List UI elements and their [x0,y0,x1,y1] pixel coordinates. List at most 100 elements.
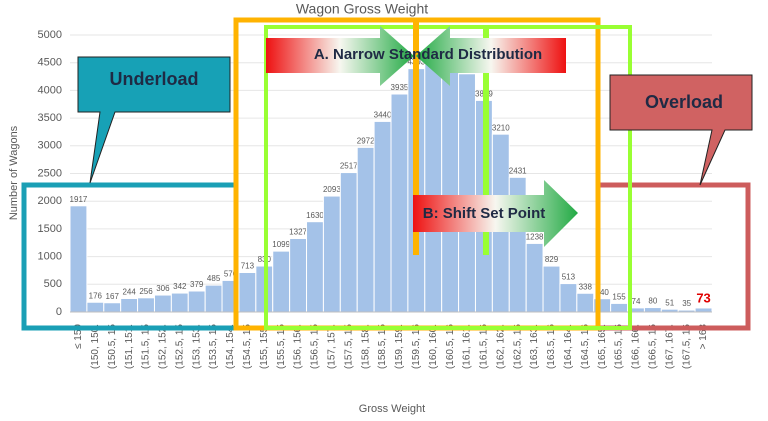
annotation-b: B: Shift Set Point [423,205,546,222]
y-tick-label: 3500 [38,112,62,124]
value-label: 74 [632,297,641,306]
value-label: 167 [106,292,120,301]
x-tick-label: (156, 156. [293,324,304,369]
bar [441,53,460,313]
arrow-a-left [416,26,566,86]
annotation-underload: Underload [109,69,198,89]
bar [103,302,122,313]
y-tick-label: 5000 [38,29,62,41]
bar [86,301,105,313]
value-label: 1099 [272,240,290,249]
x-tick-label: (151.5, 15 [141,324,152,369]
value-label: 306 [156,284,170,293]
annotation-a: A. Narrow Standard Distribution [314,46,542,63]
y-tick-label: 2500 [38,167,62,179]
bar [306,221,324,313]
x-tick-label: (165, 165. [597,324,608,369]
value-label: 338 [579,282,593,291]
x-tick-label: (153, 153. [191,324,202,369]
x-tick-label: (159, 159. [394,324,405,369]
x-tick-label: (161.5, 16 [479,324,490,369]
x-tick-label: (155.5, 15 [276,324,287,369]
value-label: 1238 [526,233,544,242]
x-tick-label: (156.5, 15 [310,324,321,369]
x-tick-label: (162, 162. [495,324,506,369]
annotation-overload: Overload [645,92,723,112]
bar [238,271,257,313]
y-tick-label: 0 [56,306,62,318]
x-tick-label: (159.5, 16 [411,324,422,369]
arrow-b [413,180,578,247]
value-label: 570 [224,270,238,279]
bar [322,195,341,313]
x-tick-label: (151, 151. [124,324,135,369]
x-tick-label: (158.5, 15 [377,324,388,369]
x-tick-label: (160, 160. [428,324,439,369]
x-tick-label: (152.5, 15 [174,324,185,369]
value-label: 2517 [340,162,358,171]
y-tick-label: 500 [44,278,62,290]
y-tick-label: 1000 [38,251,62,263]
bar [69,205,88,313]
bar [576,292,595,313]
x-tick-label: (155, 155. [259,324,270,369]
value-label: 513 [562,273,576,282]
x-tick-label: (164, 164. [563,324,574,369]
value-label: 2431 [509,166,527,175]
value-label: 2093 [323,185,341,194]
bar [458,73,476,313]
value-label: 1327 [289,228,307,237]
value-label: 829 [545,255,559,264]
value-label: 713 [241,262,255,271]
x-tick-label: (165.5, 16 [614,324,625,369]
value-label: 2972 [357,136,375,145]
bar [525,242,544,313]
y-tick-label: 3000 [38,140,62,152]
green-box [264,25,632,330]
bar [559,283,578,313]
bar [120,297,139,313]
x-tick-label: (164.5, 16 [580,324,591,369]
bar [356,146,375,313]
x-tick-label: (158, 158. [360,324,371,369]
value-label: 256 [139,287,153,296]
value-label: 176 [89,291,103,300]
x-tick-label: (162.5, 16 [512,324,523,369]
value-label: 1917 [70,195,88,204]
y-axis-label: Number of Wagons [8,125,20,220]
x-tick-label: (167.5, 16 [681,324,692,369]
bar [390,93,409,313]
bar [339,172,358,313]
x-tick-label: (152, 152. [158,324,169,369]
value-label: 485 [207,274,221,283]
chart-title: Wagon Gross Weight [296,1,428,17]
value-label: 244 [122,288,136,297]
bar [187,290,206,313]
bar [610,302,629,313]
x-tick-label: (154.5, 15 [242,324,253,369]
x-tick-label: (157.5, 15 [343,324,354,369]
value-label: 73 [696,290,710,305]
x-tick-label: (161, 161. [462,324,473,369]
x-tick-label: > 168 [698,324,709,350]
bar [272,250,291,313]
underload-callout [77,56,231,184]
value-label: 3935 [391,83,409,92]
x-tick-label: (154, 154. [225,324,236,369]
value-label: 1630 [306,211,324,220]
x-tick-label: (166, 166. [631,324,642,369]
x-tick-label: (150.5, 15 [107,324,118,369]
bar [643,307,662,313]
value-label: 51 [665,298,674,307]
x-tick-label: (167, 167. [664,324,675,369]
x-axis-label: Gross Weight [359,403,425,415]
value-label: 3210 [492,123,510,132]
x-tick-label: (163.5, 16 [546,324,557,369]
bar [542,265,561,313]
value-label: 379 [190,280,204,289]
value-label: 35 [682,299,691,308]
value-label: 80 [648,297,657,306]
bar [694,307,713,313]
bar [289,237,308,313]
